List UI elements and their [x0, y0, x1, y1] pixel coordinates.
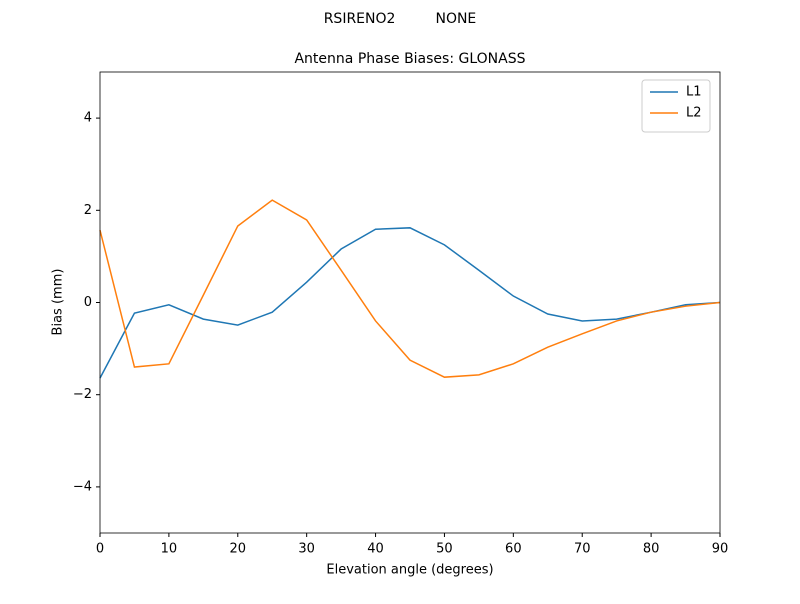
y-tick-label: 4	[84, 111, 92, 126]
y-tick-label: −4	[73, 479, 92, 494]
series-line	[99, 227, 721, 379]
x-tick-label: 10	[161, 542, 178, 557]
legend-box	[641, 79, 711, 133]
series-line	[99, 199, 721, 378]
y-axis-label: Bias (mm)	[51, 269, 66, 336]
y-tick-label: 0	[84, 295, 92, 310]
legend-label: L2	[686, 106, 702, 121]
x-axis-label: Elevation angle (degrees)	[326, 563, 493, 578]
x-tick-label: 40	[367, 542, 384, 557]
x-tick-label: 70	[574, 542, 591, 557]
plot-frame	[99, 71, 721, 534]
y-tick-label: 2	[84, 203, 92, 218]
x-tick-label: 90	[712, 542, 729, 557]
x-tick-label: 80	[643, 542, 660, 557]
x-tick-label: 60	[505, 542, 522, 557]
suptitle: RSIRENO2 NONE	[324, 11, 477, 27]
x-tick-label: 0	[96, 542, 104, 557]
y-tick-label: −2	[73, 387, 92, 402]
x-tick-label: 20	[230, 542, 247, 557]
chart-title: Antenna Phase Biases: GLONASS	[294, 51, 525, 67]
x-tick-label: 30	[298, 542, 315, 557]
x-tick-label: 50	[436, 542, 453, 557]
legend-label: L1	[686, 85, 702, 100]
